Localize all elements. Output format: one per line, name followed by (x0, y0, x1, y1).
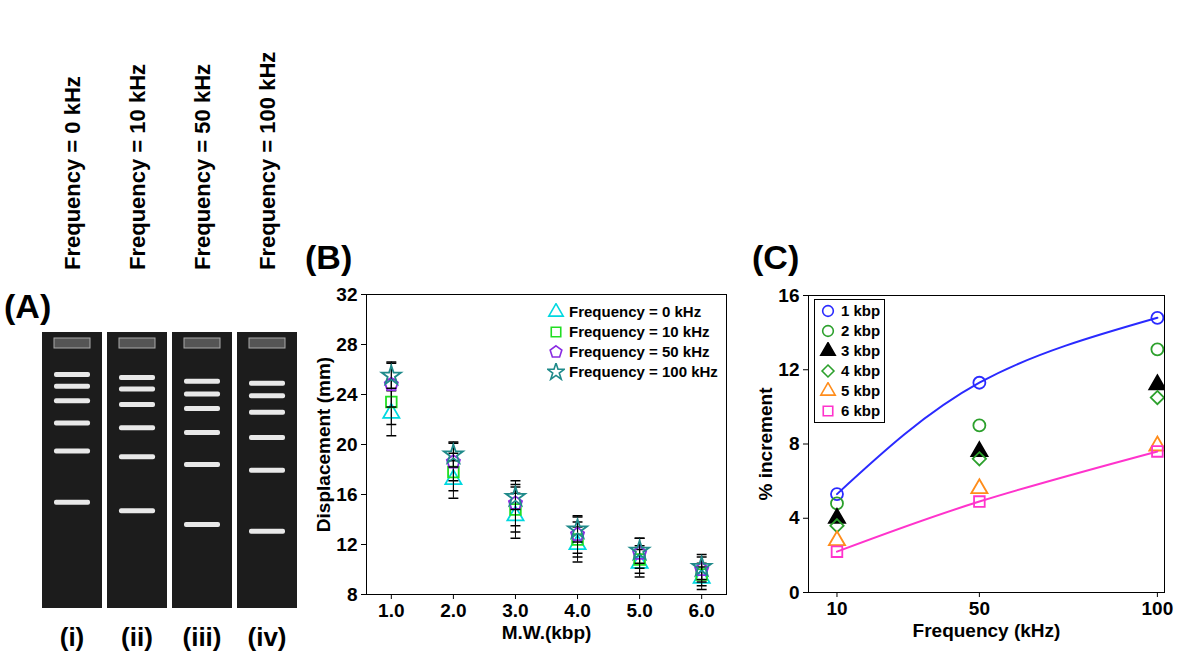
html-text:5 kbp: 5 kbp (841, 382, 881, 399)
svg-text:% increment: % increment (755, 387, 776, 501)
svg-text:5.0: 5.0 (626, 600, 652, 621)
svg-text:10: 10 (826, 598, 847, 619)
svg-text:0: 0 (789, 582, 800, 603)
html-text:Frequency = 0 kHz: Frequency = 0 kHz (569, 303, 702, 320)
svg-text:20: 20 (336, 434, 357, 455)
html-text:(B): (B) (305, 238, 353, 276)
html-text:Frequency = 100 kHz: Frequency = 100 kHz (569, 363, 718, 380)
svg-text:(A): (A) (4, 287, 51, 325)
svg-text:Frequency = 10 kHz: Frequency = 10 kHz (125, 64, 150, 270)
svg-text:24: 24 (336, 384, 358, 405)
svg-text:Frequency (kHz): Frequency (kHz) (913, 620, 1061, 641)
svg-text:28: 28 (336, 334, 357, 355)
svg-text:Frequency = 0 kHz: Frequency = 0 kHz (60, 76, 85, 270)
svg-text:8: 8 (789, 433, 800, 454)
svg-text:(iii): (iii) (183, 622, 222, 652)
svg-text:Frequency = 50 kHz: Frequency = 50 kHz (190, 64, 215, 270)
svg-text:1.0: 1.0 (378, 600, 404, 621)
svg-text:3.0: 3.0 (502, 600, 528, 621)
svg-text:6.0: 6.0 (688, 600, 714, 621)
svg-text:16: 16 (778, 285, 799, 306)
svg-text:32: 32 (336, 284, 357, 305)
svg-text:(i): (i) (60, 622, 85, 652)
svg-text:(iv): (iv) (248, 622, 287, 652)
html-text:Frequency = 50 kHz: Frequency = 50 kHz (569, 343, 710, 360)
html-text:Frequency = 10 kHz: Frequency = 10 kHz (569, 323, 710, 340)
html-text:1 kbp: 1 kbp (841, 302, 881, 319)
svg-text:16: 16 (336, 484, 357, 505)
svg-text:2.0: 2.0 (440, 600, 466, 621)
svg-text:Frequency = 100 kHz: Frequency = 100 kHz (255, 52, 280, 270)
svg-text:M.W.(kbp): M.W.(kbp) (502, 622, 592, 643)
html-text:(C): (C) (752, 238, 800, 276)
html-text:2 kbp: 2 kbp (841, 322, 881, 339)
svg-text:12: 12 (336, 534, 357, 555)
svg-text:12: 12 (778, 359, 799, 380)
svg-text:4.0: 4.0 (564, 600, 590, 621)
svg-text:Displacement (mm): Displacement (mm) (313, 357, 334, 532)
html-text:3 kbp: 3 kbp (841, 342, 881, 359)
svg-text:100: 100 (1142, 598, 1174, 619)
svg-text:8: 8 (347, 584, 358, 605)
html-text:4 kbp: 4 kbp (841, 362, 881, 379)
html-text:6 kbp: 6 kbp (841, 402, 881, 419)
svg-text:50: 50 (969, 598, 990, 619)
svg-text:4: 4 (789, 507, 800, 528)
svg-text:(ii): (ii) (121, 622, 153, 652)
